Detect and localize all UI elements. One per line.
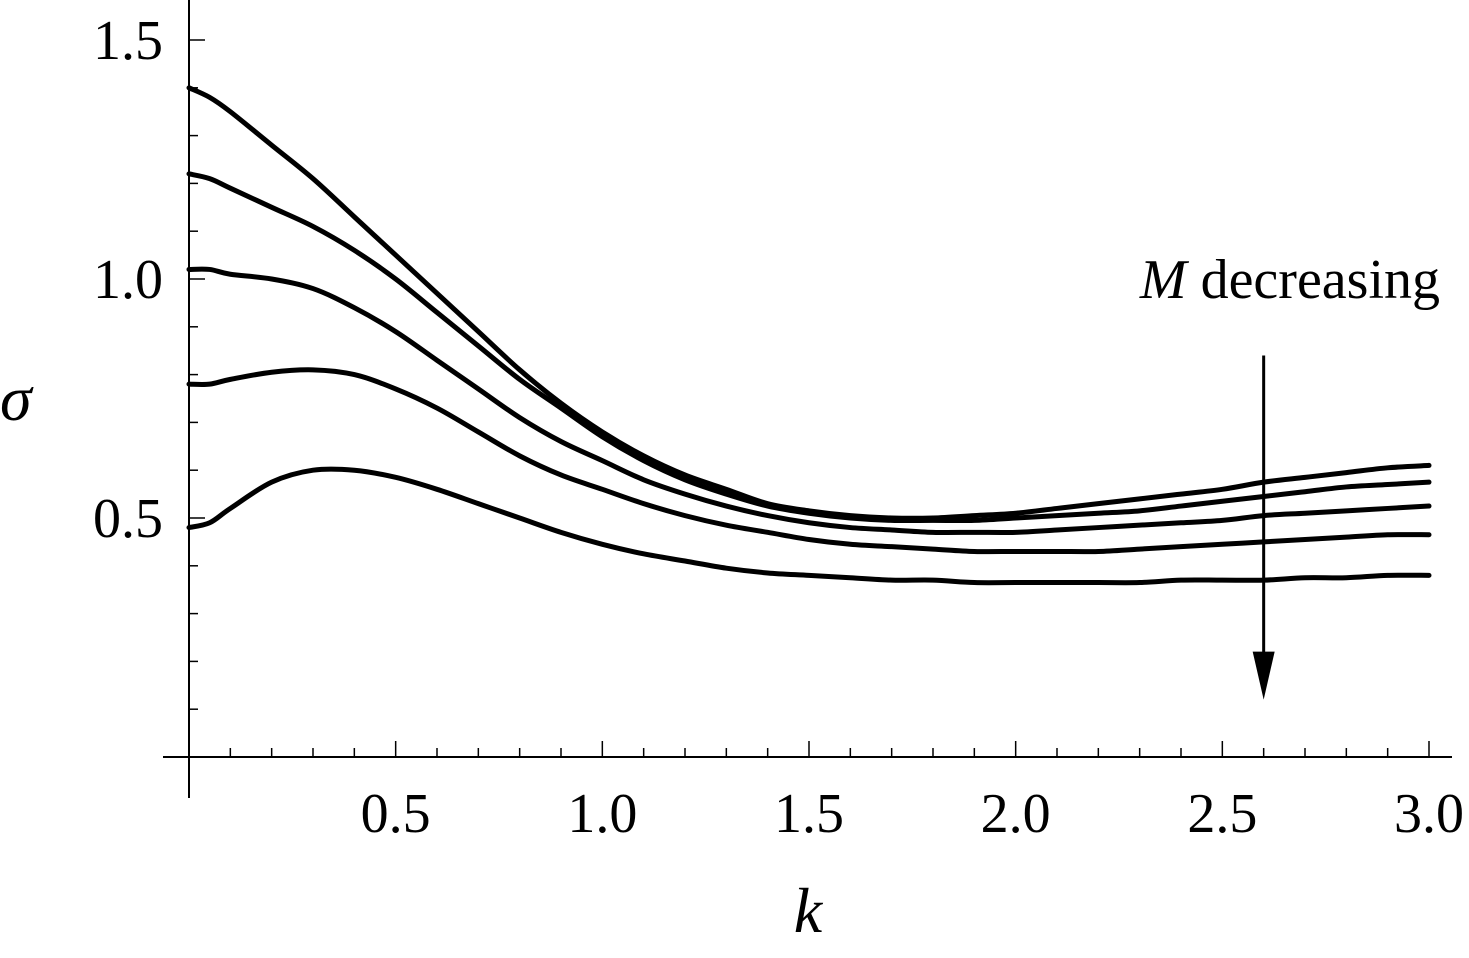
x-tick-label: 0.5 [361, 783, 431, 845]
series-line-5 [186, 466, 1432, 586]
annotation-label: decreasing [1187, 249, 1440, 311]
series-group [186, 85, 1432, 586]
y-tick-labels: 0.5 1.0 1.5 [93, 10, 163, 550]
x-axis-ticks [229, 741, 1430, 757]
y-tick-label: 0.5 [93, 488, 163, 550]
x-tick-labels: 0.5 1.0 1.5 2.0 2.5 3.0 [361, 783, 1464, 845]
x-tick-label: 1.0 [567, 783, 637, 845]
series-line-4 [186, 367, 1432, 555]
x-tick-label: 1.5 [774, 783, 844, 845]
annotation-m-decreasing: M decreasing [1139, 249, 1440, 700]
y-tick-label: 1.5 [93, 10, 163, 72]
x-tick-label: 3.0 [1394, 783, 1464, 845]
arrow-down-icon [1252, 651, 1275, 700]
x-tick-label: 2.5 [1187, 783, 1257, 845]
x-axis-label: k [794, 875, 824, 946]
annotation-text: M decreasing [1139, 249, 1440, 311]
series-line-3 [186, 266, 1432, 536]
y-axis-ticks [189, 39, 205, 710]
x-tick-label: 2.0 [981, 783, 1051, 845]
y-tick-label: 1.0 [93, 249, 163, 311]
plot-area: 0.5 1.0 1.5 0.5 1.0 1.5 2.0 2.5 3.0 [93, 0, 1464, 845]
series-line-2 [186, 171, 1432, 524]
y-axis-label: σ [0, 363, 34, 434]
annotation-symbol: M [1139, 249, 1190, 311]
